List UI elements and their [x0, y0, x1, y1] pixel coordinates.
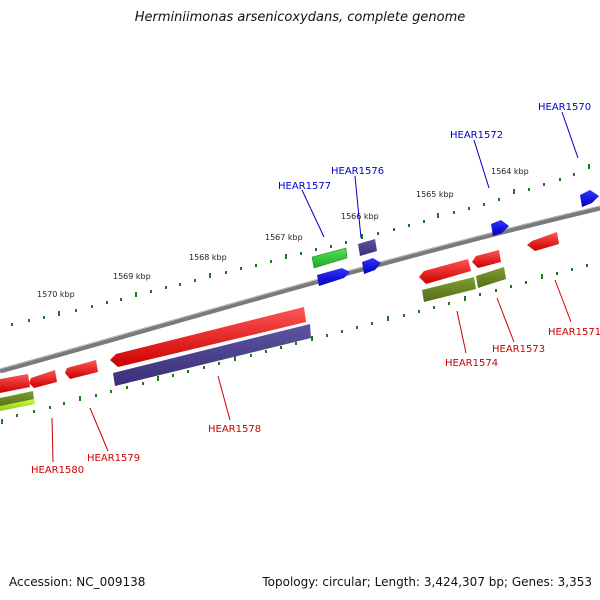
- gene-HEAR1579-small[interactable]: [29, 370, 57, 388]
- gene-HEAR1580-olive[interactable]: [0, 391, 34, 407]
- gene-label-HEAR1573[interactable]: HEAR1573: [492, 344, 545, 355]
- scale-label: 1569 kbp: [113, 272, 151, 281]
- gene-HEAR1578-red[interactable]: [110, 307, 306, 367]
- callout-lines: [51, 111, 579, 463]
- gene-label-HEAR1572[interactable]: HEAR1572: [450, 130, 503, 141]
- scale-label: 1567 kbp: [265, 233, 303, 242]
- gene-HEAR1574-olive[interactable]: [422, 277, 476, 302]
- scale-label: 1564 kbp: [491, 167, 529, 176]
- upper-tick-track: [11, 164, 590, 326]
- gene-HEAR1573-olive[interactable]: [476, 267, 506, 288]
- gene-HEAR1577-lower[interactable]: [317, 268, 350, 286]
- gene-label-HEAR1570[interactable]: HEAR1570: [538, 102, 591, 113]
- gene-label-HEAR1580[interactable]: HEAR1580: [31, 465, 84, 476]
- gene-label-HEAR1576[interactable]: HEAR1576: [331, 166, 384, 177]
- gene-HEAR1580-red[interactable]: [0, 374, 30, 393]
- gene-HEAR1573-red[interactable]: [472, 250, 501, 268]
- gene-HEAR1574-red[interactable]: [419, 259, 471, 284]
- lower-tick-track: [1, 264, 588, 424]
- gene-label-HEAR1574[interactable]: HEAR1574: [445, 358, 498, 369]
- gene-label-HEAR1571[interactable]: HEAR1571: [548, 327, 600, 338]
- map-title: Herminiimonas arsenicoxydans, complete g…: [134, 10, 466, 25]
- gene-HEAR1577-upper[interactable]: [311, 247, 348, 269]
- gene-label-HEAR1578[interactable]: HEAR1578: [208, 424, 261, 435]
- genome-backbone: [0, 205, 600, 374]
- accession-text: Accession: NC_009138: [9, 575, 146, 589]
- scale-label: 1566 kbp: [341, 212, 379, 221]
- gene-HEAR1572[interactable]: [491, 220, 509, 236]
- gene-label-HEAR1579[interactable]: HEAR1579: [87, 453, 140, 464]
- gene-HEAR1570[interactable]: [580, 190, 599, 207]
- gene-HEAR1580-lime[interactable]: [0, 399, 35, 411]
- scale-label: 1568 kbp: [189, 253, 227, 262]
- gene-HEAR1579[interactable]: [65, 360, 98, 379]
- gene-HEAR1578-purple[interactable]: [113, 324, 311, 386]
- scale-label: 1570 kbp: [37, 290, 75, 299]
- gene-HEAR1576-upper[interactable]: [358, 239, 377, 256]
- genome-summary-text: Topology: circular; Length: 3,424,307 bp…: [262, 575, 592, 589]
- scale-label: 1565 kbp: [416, 190, 454, 199]
- gene-HEAR1576-lower[interactable]: [362, 258, 381, 274]
- gene-HEAR1571[interactable]: [527, 232, 559, 251]
- genome-backbone-highlight: [0, 205, 600, 370]
- gene-label-HEAR1577[interactable]: HEAR1577: [278, 181, 331, 192]
